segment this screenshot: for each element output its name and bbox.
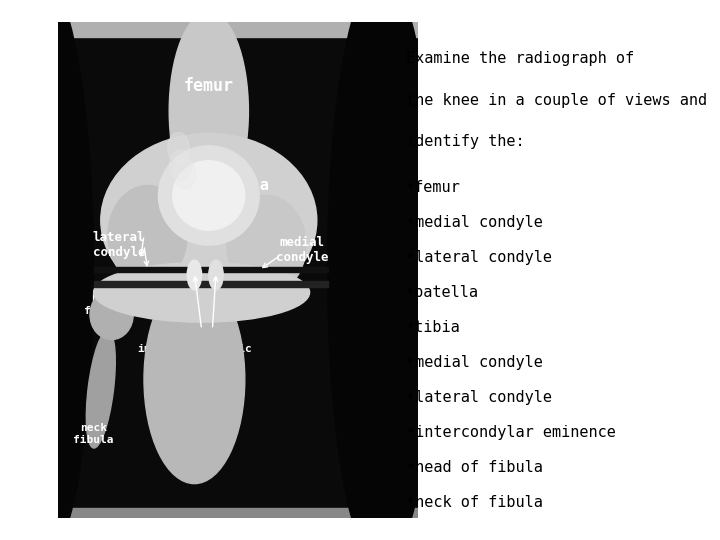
Bar (94, 281, 328, 287)
Bar (94, 267, 328, 273)
Ellipse shape (197, 160, 218, 190)
FancyArrowPatch shape (263, 256, 279, 267)
FancyArrowPatch shape (140, 238, 144, 256)
Text: identify the:: identify the: (406, 134, 524, 149)
FancyArrowPatch shape (193, 277, 202, 327)
Ellipse shape (328, 0, 436, 540)
Text: lateral
condyle: lateral condyle (93, 231, 145, 259)
Ellipse shape (94, 262, 310, 322)
Ellipse shape (227, 195, 306, 295)
Ellipse shape (174, 133, 196, 163)
Text: femur: femur (184, 77, 234, 95)
Text: •lateral condyle: •lateral condyle (406, 390, 552, 405)
Text: •intercondylar eminence: •intercondylar eminence (406, 425, 616, 440)
Text: •tibia: •tibia (406, 320, 461, 335)
FancyArrowPatch shape (144, 248, 148, 266)
Text: intertrochanteric
eminence: intertrochanteric eminence (137, 343, 252, 365)
Text: Examine the radiograph of: Examine the radiograph of (406, 51, 634, 66)
Bar (58, 22, 418, 37)
Text: medial
condyle: medial condyle (276, 236, 328, 264)
Ellipse shape (144, 275, 245, 484)
Ellipse shape (86, 330, 115, 448)
Text: tibia: tibia (171, 411, 217, 427)
Text: neck
fibula: neck fibula (73, 423, 114, 445)
Ellipse shape (173, 161, 245, 230)
Text: •patella: •patella (406, 285, 479, 300)
Text: •lateral condyle: •lateral condyle (406, 250, 552, 265)
Ellipse shape (101, 133, 317, 307)
Ellipse shape (169, 12, 248, 211)
Text: •neck of fibula: •neck of fibula (406, 495, 543, 510)
Ellipse shape (187, 260, 202, 290)
Text: the knee in a couple of views and: the knee in a couple of views and (406, 93, 707, 107)
Text: •head of fibula: •head of fibula (406, 460, 543, 475)
Ellipse shape (209, 260, 223, 290)
Text: •medial condyle: •medial condyle (406, 215, 543, 230)
Ellipse shape (90, 290, 133, 340)
Ellipse shape (0, 0, 94, 540)
Text: patella: patella (206, 178, 269, 193)
Text: head
fibula: head fibula (84, 294, 125, 315)
Text: •femur: •femur (406, 180, 461, 195)
Ellipse shape (108, 186, 187, 285)
Ellipse shape (158, 146, 259, 245)
Bar (58, 509, 418, 518)
Ellipse shape (187, 161, 209, 191)
Text: •medial condyle: •medial condyle (406, 355, 543, 370)
FancyArrowPatch shape (212, 277, 217, 327)
